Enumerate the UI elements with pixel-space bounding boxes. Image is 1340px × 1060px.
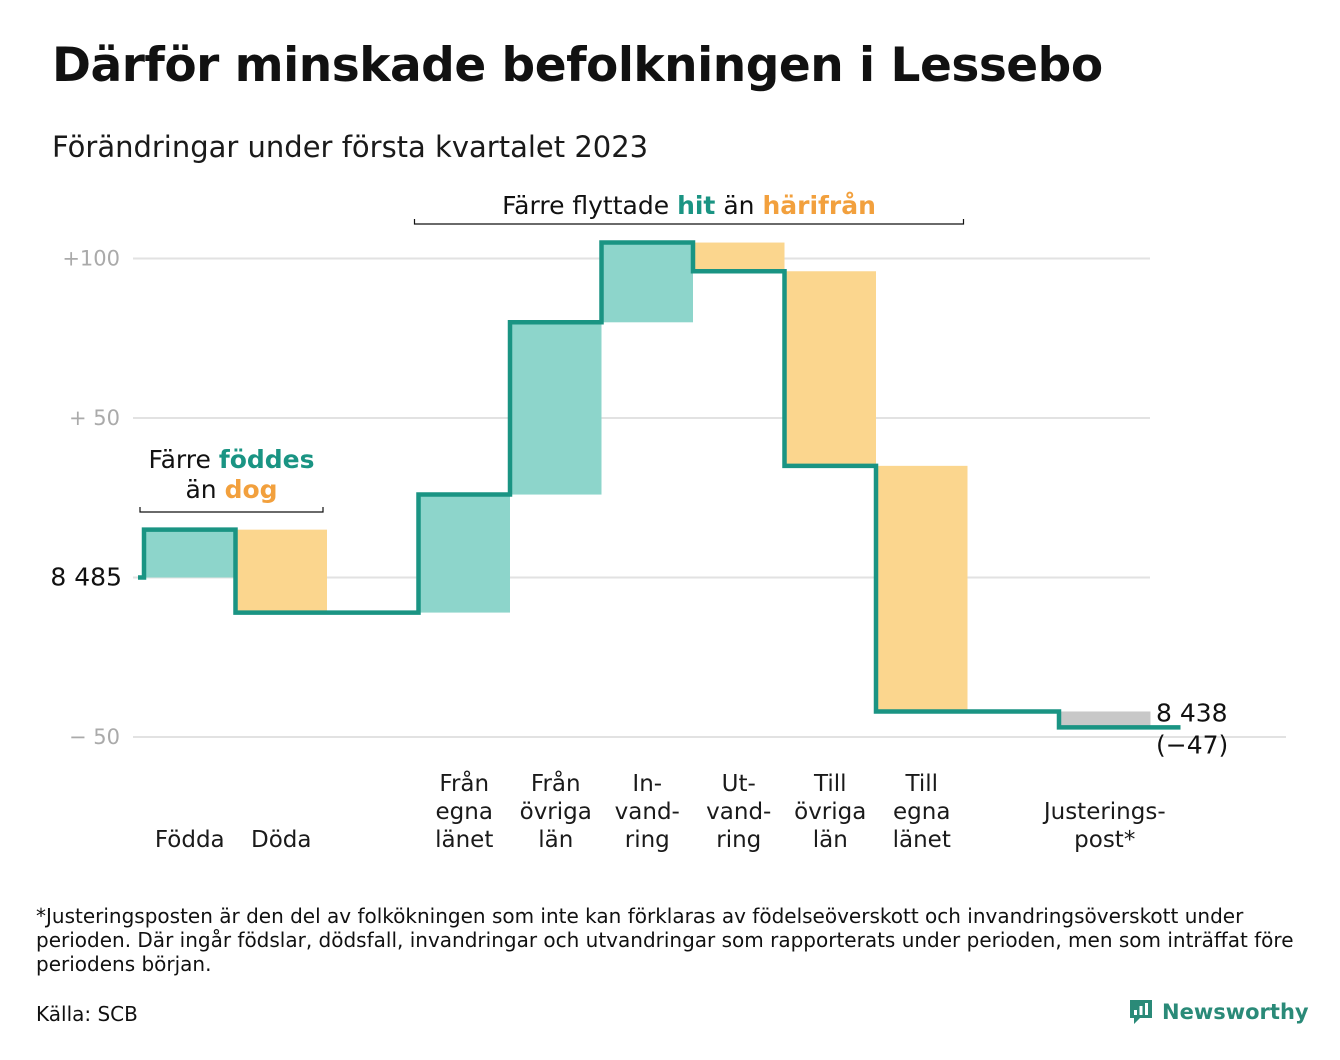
category-label: Ut-vand-ring [706,771,771,853]
end-value-label: 8 438 [1156,698,1228,727]
category-label: Till egna länet [893,771,951,853]
category-label: In-vand-ring [615,771,680,853]
waterfall-bar [1059,711,1151,728]
waterfall-bar [601,242,693,323]
cumulative-step-line [138,240,1181,730]
source-note: Källa: SCB [36,1002,138,1026]
y-tick-label: + 50 [69,406,120,430]
chart-title: Därför minskade befolkningen i Lessebo [52,38,1103,93]
migration-annotation: Färre flyttade hit än härifrån [502,191,876,220]
footnote: *Justeringsposten är den del av folkökni… [36,904,1294,976]
waterfall-bar [876,465,968,712]
bars [144,242,1151,728]
births-deaths-annotation-line2: än dog [185,475,277,504]
category-label: Från övriga län [520,769,592,853]
newsworthy-logo-icon [1130,1000,1152,1024]
category-label: Döda [251,827,311,853]
category-labels: Födda Döda Från egna länet Från övriga län In-va… [155,769,1166,853]
brand-logo: Newsworthy [1128,998,1309,1026]
y-tick-label: − 50 [69,725,120,749]
annotation-bracket [139,507,324,513]
waterfall-bar [144,529,236,578]
grid-lines [133,257,1286,738]
y-axis-ticks: +100 + 50 − 50 8 485 [50,247,122,750]
annotation-bracket [413,219,965,225]
brand-name: Newsworthy [1162,1000,1309,1024]
category-label: Från egna länet [435,769,493,853]
start-value-label: 8 485 [50,563,122,592]
value-labels: 8 438 (−47) [1156,698,1228,759]
waterfall-bar [235,529,327,613]
end-change-label: (−47) [1156,730,1228,759]
category-label: Födda [155,827,225,853]
births-deaths-annotation-line1: Färre föddes [149,445,315,474]
step-line [138,240,1181,730]
waterfall-bar [418,494,510,613]
waterfall-bar [693,242,785,272]
category-label: Till övriga län [794,771,866,853]
waterfall-bar [510,322,602,495]
y-tick-label: +100 [62,247,120,271]
chart-subtitle: Förändringar under första kvartalet 2023 [52,130,649,164]
waterfall-chart: +100 + 50 − 50 8 485 Födda Döda Från egna länet… [50,191,1286,853]
category-label: Justerings-post* [1042,799,1166,853]
waterfall-bar [784,271,876,466]
